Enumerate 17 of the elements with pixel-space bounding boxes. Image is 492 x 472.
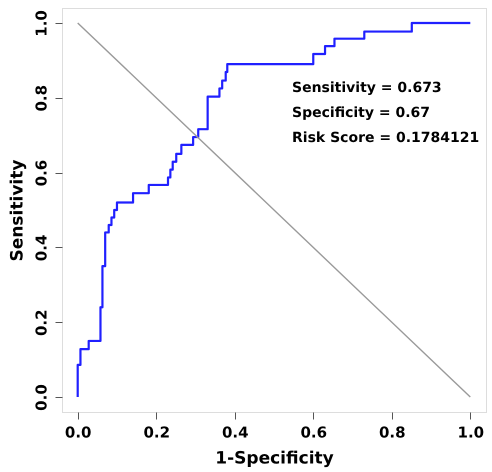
y-tick-label: 0.2 <box>32 309 50 336</box>
x-tick-label: 0.8 <box>378 424 406 442</box>
text: 1.0 <box>32 10 50 37</box>
text: 1.0 <box>458 424 484 442</box>
annotation: Sensitivity = 0.673 <box>292 80 442 96</box>
x-tick-label: 0.4 <box>222 424 249 442</box>
x-tick-label: 0.2 <box>143 424 170 442</box>
y-tick-label: 0.6 <box>32 160 50 186</box>
annotation: Risk Score = 0.1784121 <box>292 130 480 146</box>
text: 0.0 <box>64 424 92 442</box>
x-tick-label: 0.6 <box>300 424 328 442</box>
y-tick-label: 0.4 <box>32 234 50 262</box>
x-axis-title: 1-Specificity <box>215 448 334 468</box>
text: 0.0 <box>32 384 50 411</box>
y-axis-title: Sensitivity <box>8 160 28 262</box>
y-tick-label: 0.8 <box>32 84 50 112</box>
annotation: Specificity = 0.67 <box>292 105 430 121</box>
